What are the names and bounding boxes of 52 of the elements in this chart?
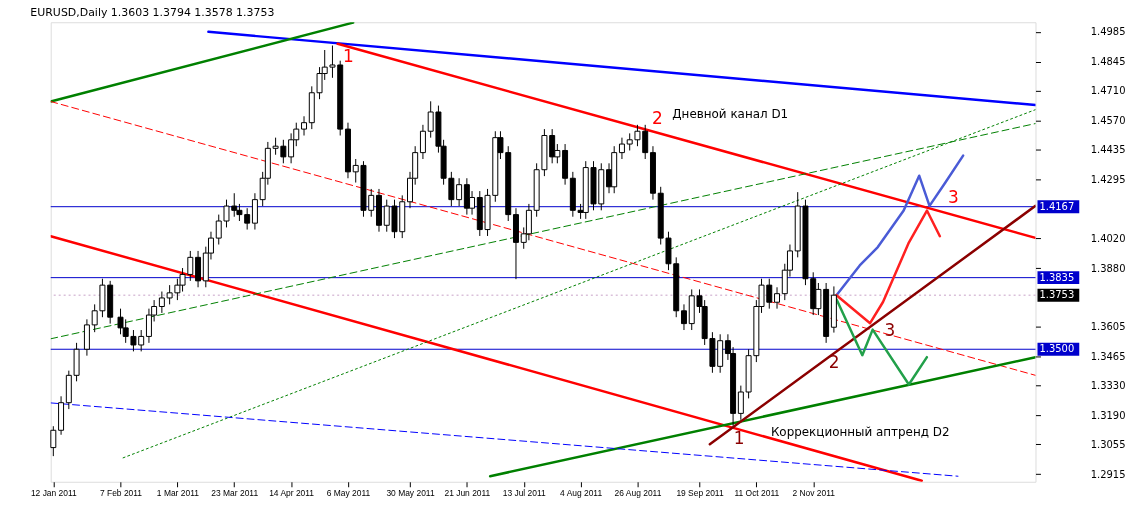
ref-line-label: 1.3753: [1039, 289, 1075, 301]
y-tick-label: 1.4570: [1090, 115, 1126, 127]
y-tick-label: 1.4020: [1090, 232, 1126, 244]
x-tick-label: 26 Aug 2011: [614, 488, 662, 499]
x-tick-label: 14 Apr 2011: [269, 488, 315, 499]
annotation: 1: [342, 46, 354, 67]
x-tick-label: 11 Oct 2011: [734, 488, 780, 499]
candlestick: [419, 124, 426, 160]
chart-title: EURUSD,Daily 1.3603 1.3794 1.3578 1.3753: [30, 6, 275, 20]
candlestick: [251, 192, 258, 231]
annotation: 3: [884, 320, 896, 341]
annotation: Дневной канал D1: [672, 107, 789, 122]
y-tick-label: 1.3330: [1090, 380, 1126, 392]
y-tick-label: 1.2915: [1090, 468, 1126, 480]
y-tick-label: 1.3880: [1090, 262, 1126, 274]
candlestick: [618, 137, 625, 160]
candlestick: [774, 286, 781, 310]
y-tick-label: 1.3605: [1090, 321, 1126, 333]
x-tick-label: 1 Mar 2011: [156, 488, 200, 499]
candlestick: [525, 203, 532, 241]
candlestick: [680, 303, 687, 331]
ref-line-label: 1.3835: [1039, 271, 1075, 283]
candlestick: [456, 177, 463, 207]
y-tick-label: 1.4845: [1090, 56, 1126, 68]
ref-line-label: 1.4167: [1039, 200, 1075, 212]
x-tick-label: 2 Nov 2011: [792, 488, 836, 499]
x-tick-label: 4 Aug 2011: [560, 488, 603, 499]
annotation: 3: [948, 186, 959, 207]
candlestick: [195, 250, 202, 288]
annotation: 2: [651, 107, 663, 128]
candlestick: [50, 425, 57, 457]
y-tick-label: 1.4435: [1090, 143, 1126, 155]
annotation: 2: [828, 351, 840, 372]
annotation: 1: [733, 427, 745, 448]
candlestick: [288, 132, 295, 164]
y-tick-label: 1.4295: [1090, 173, 1126, 185]
x-tick-label: 30 May 2011: [386, 488, 435, 499]
x-tick-label: 13 Jul 2011: [502, 488, 547, 499]
annotation: Коррекционный аптренд D2: [770, 425, 950, 440]
candlestick: [301, 115, 308, 137]
y-tick-label: 1.3465: [1090, 351, 1126, 363]
y-tick-label: 1.4985: [1090, 26, 1126, 38]
x-tick-label: 21 Jun 2011: [444, 488, 491, 499]
ref-line-label: 1.3500: [1039, 343, 1075, 355]
x-tick-label: 23 Mar 2011: [211, 488, 259, 499]
y-tick-label: 1.4710: [1090, 85, 1126, 97]
x-tick-label: 12 Jan 2011: [30, 488, 78, 499]
x-tick-label: 19 Sep 2011: [676, 488, 724, 499]
y-tick-label: 1.3055: [1090, 438, 1126, 450]
y-tick-label: 1.3190: [1090, 410, 1126, 421]
x-tick-label: 7 Feb 2011: [99, 488, 143, 499]
x-tick-label: 6 May 2011: [326, 488, 371, 499]
